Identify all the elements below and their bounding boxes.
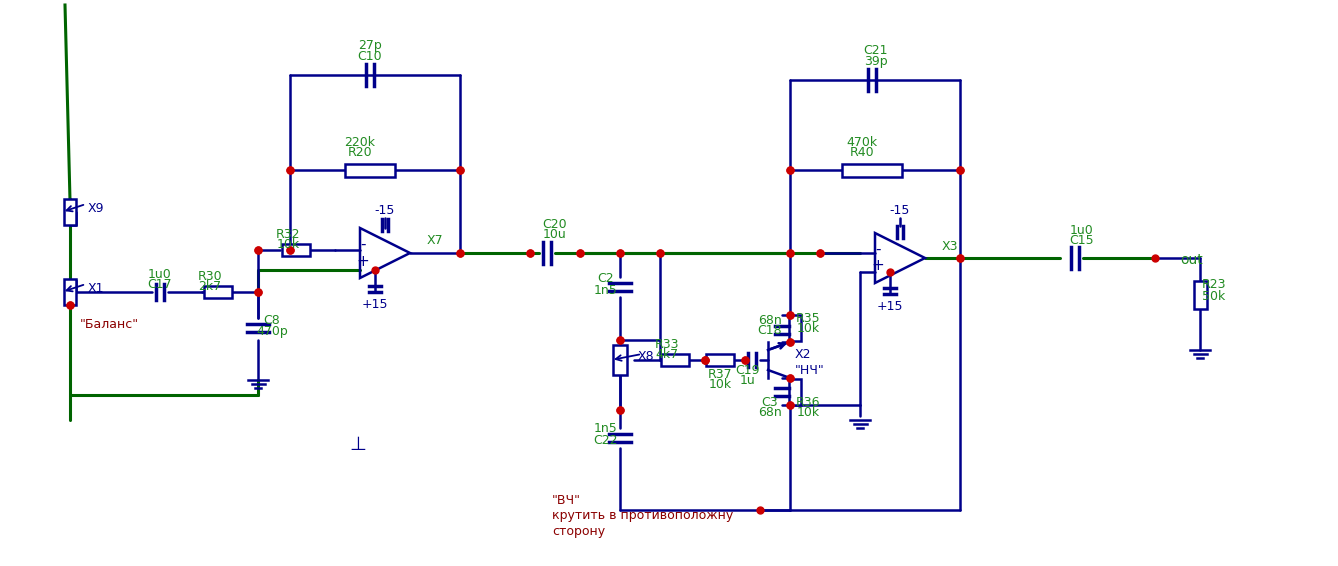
Bar: [203, 286, 231, 298]
Text: 10k: 10k: [796, 321, 820, 335]
Text: R40: R40: [850, 147, 874, 160]
Text: C17: C17: [147, 278, 173, 291]
Bar: [789, 379, 801, 405]
Text: 220k: 220k: [344, 136, 376, 149]
Bar: [64, 279, 76, 305]
Text: C18: C18: [757, 324, 783, 337]
Text: X3: X3: [942, 239, 958, 252]
Text: 10k: 10k: [277, 238, 300, 251]
Bar: [1193, 281, 1207, 309]
Text: C15: C15: [1069, 234, 1094, 247]
Text: -: -: [360, 237, 365, 251]
Bar: [706, 354, 735, 366]
Text: 470k: 470k: [847, 136, 878, 149]
Bar: [789, 315, 801, 341]
Text: 10u: 10u: [543, 229, 567, 242]
Bar: [64, 199, 76, 225]
Text: 1n5: 1n5: [594, 284, 618, 297]
Text: 68n: 68n: [759, 314, 781, 327]
Text: R20: R20: [348, 147, 372, 160]
Text: C10: C10: [357, 49, 383, 62]
Text: R23: R23: [1202, 278, 1226, 291]
Text: 1u0: 1u0: [1070, 224, 1094, 237]
Text: 10k: 10k: [708, 378, 732, 391]
Text: R36: R36: [796, 396, 820, 409]
Text: -15: -15: [890, 204, 910, 217]
Text: R37: R37: [708, 367, 732, 380]
Text: 39p: 39p: [864, 54, 888, 67]
Text: C19: C19: [736, 363, 760, 376]
Text: +15: +15: [361, 298, 388, 311]
Text: X9: X9: [88, 201, 104, 215]
Text: 470p: 470p: [256, 325, 288, 338]
Text: "НЧ": "НЧ": [795, 363, 824, 376]
Text: -: -: [875, 242, 880, 256]
Text: 68n: 68n: [759, 405, 781, 418]
Text: +: +: [871, 259, 884, 273]
Bar: [282, 244, 310, 256]
Text: C3: C3: [761, 396, 779, 409]
Text: C2: C2: [598, 272, 614, 285]
Text: R35: R35: [796, 311, 820, 324]
Text: +15: +15: [876, 301, 903, 314]
Text: 27p: 27p: [359, 40, 381, 53]
Text: X8: X8: [638, 350, 654, 363]
Text: -15: -15: [375, 204, 395, 217]
Text: 50k: 50k: [1203, 290, 1226, 303]
Text: C20: C20: [543, 218, 567, 231]
Text: X2: X2: [795, 349, 812, 362]
Text: R30: R30: [198, 269, 222, 282]
Bar: [661, 354, 689, 366]
Text: сторону: сторону: [553, 525, 605, 538]
Bar: [345, 164, 395, 177]
Text: R32: R32: [276, 229, 300, 242]
Text: 10k: 10k: [796, 405, 820, 418]
Text: "ВЧ": "ВЧ": [553, 494, 581, 507]
Bar: [842, 164, 902, 177]
Text: C22: C22: [594, 434, 618, 447]
Text: "Баланс": "Баланс": [80, 319, 139, 332]
Text: X1: X1: [88, 281, 104, 294]
Text: C8: C8: [264, 314, 281, 327]
Text: X7: X7: [427, 234, 444, 247]
Text: out: out: [1180, 253, 1203, 267]
Text: 4k7: 4k7: [656, 348, 678, 361]
Text: 1n5: 1n5: [594, 422, 618, 435]
Text: C21: C21: [864, 45, 888, 58]
Text: крутить в противоположну: крутить в противоположну: [553, 509, 733, 522]
Text: R33: R33: [654, 337, 680, 350]
Text: 1u: 1u: [740, 374, 756, 387]
Text: 1u0: 1u0: [149, 268, 171, 281]
Text: 2k7: 2k7: [198, 280, 222, 293]
Text: ⊥: ⊥: [349, 435, 367, 454]
Bar: [613, 345, 628, 375]
Text: +: +: [357, 254, 369, 268]
